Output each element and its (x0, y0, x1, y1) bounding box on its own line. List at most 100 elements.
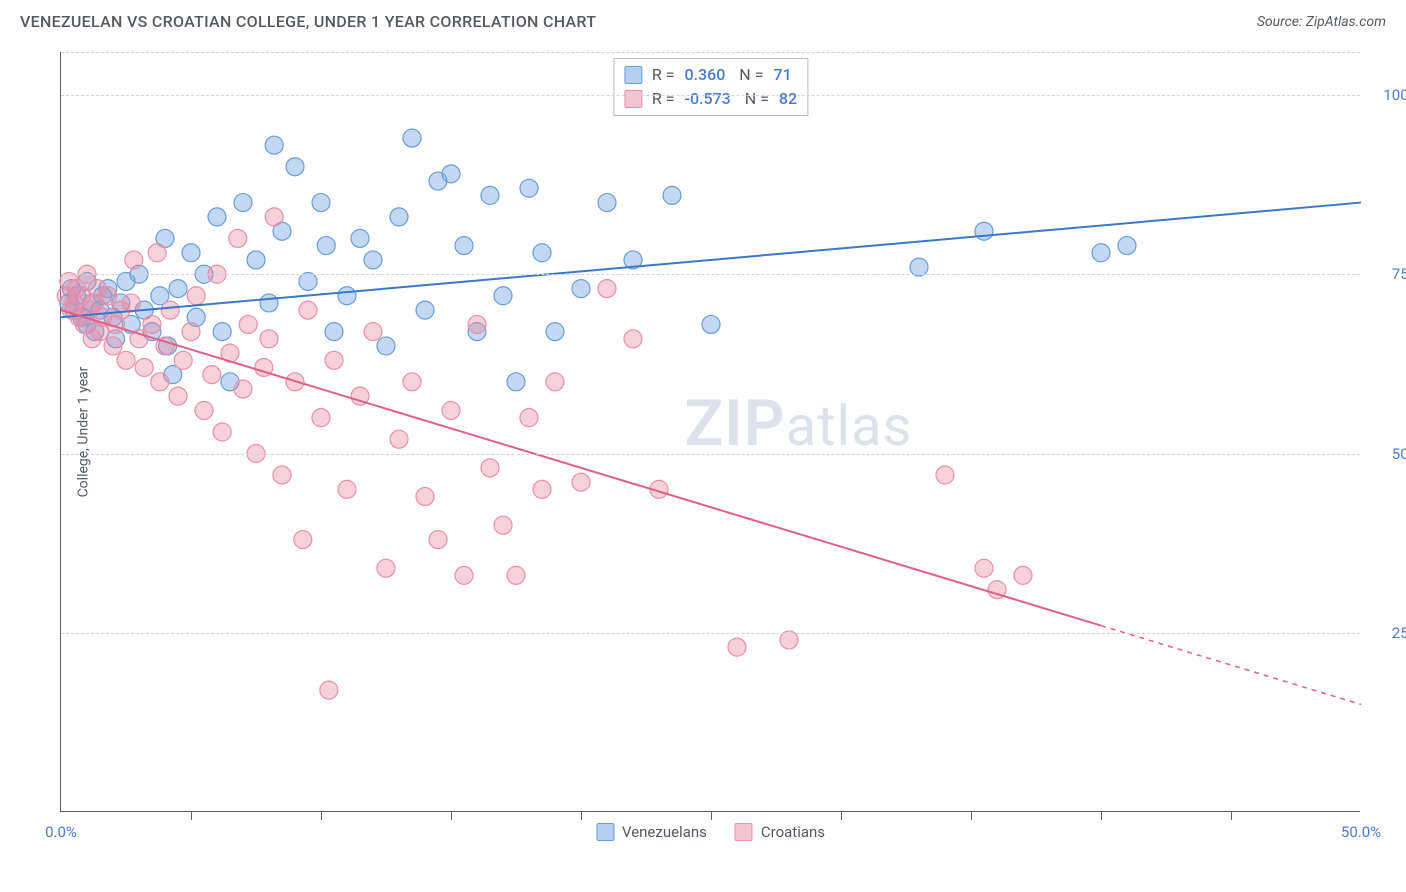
scatter-point (104, 337, 122, 355)
scatter-point (221, 344, 239, 362)
gridline (61, 454, 1360, 455)
scatter-point (99, 280, 117, 298)
x-tick (1231, 811, 1232, 820)
scatter-point (572, 280, 590, 298)
ven-swatch-icon (624, 66, 642, 84)
scatter-point (122, 294, 140, 312)
scatter-point (572, 473, 590, 491)
scatter-point (403, 373, 421, 391)
scatter-point (975, 222, 993, 240)
watermark: ZIPatlas (685, 386, 913, 461)
scatter-point (325, 351, 343, 369)
y-axis-label: College, Under 1 year (75, 367, 91, 498)
scatter-point (468, 315, 486, 333)
scatter-point (161, 301, 179, 319)
scatter-point (83, 330, 101, 348)
scatter-point (273, 466, 291, 484)
scatter-point (73, 287, 91, 305)
ven-r-value: 0.360 (685, 63, 726, 87)
legend-ven-label: Venezuelans (622, 823, 707, 841)
scatter-point (1014, 566, 1032, 584)
scatter-point (229, 229, 247, 247)
trend-line-dashed (1101, 626, 1361, 705)
scatter-point (62, 301, 80, 319)
scatter-point (1118, 237, 1136, 255)
scatter-point (94, 287, 112, 305)
source-label: Source: ZipAtlas.com (1257, 14, 1386, 30)
ven-swatch-icon (596, 823, 614, 841)
scatter-point (416, 301, 434, 319)
scatter-point (702, 315, 720, 333)
scatter-point (187, 287, 205, 305)
scatter-point (70, 308, 88, 326)
x-tick (711, 811, 712, 820)
scatter-point (164, 366, 182, 384)
scatter-point (159, 337, 177, 355)
scatter-point (507, 373, 525, 391)
scatter-point (88, 280, 106, 298)
scatter-point (125, 251, 143, 269)
scatter-point (73, 308, 91, 326)
scatter-point (598, 280, 616, 298)
scatter-point (1092, 244, 1110, 262)
scatter-point (91, 301, 109, 319)
scatter-point (507, 566, 525, 584)
scatter-point (60, 294, 78, 312)
scatter-point (624, 330, 642, 348)
scatter-point (62, 280, 80, 298)
scatter-point (520, 409, 538, 427)
cro-n-value: 82 (779, 87, 797, 111)
legend-cro-label: Croatians (761, 823, 825, 841)
plot-area: R = 0.360 N = 71 R = -0.573 N = 82 ZIPat… (60, 52, 1360, 812)
scatter-point (455, 237, 473, 255)
scatter-point (317, 237, 335, 255)
scatter-point (390, 430, 408, 448)
scatter-point (429, 172, 447, 190)
y-tick-label: 50.0% (1392, 445, 1406, 463)
scatter-point (403, 129, 421, 147)
gridline (61, 633, 1360, 634)
scatter-point (247, 251, 265, 269)
scatter-point (99, 287, 117, 305)
stat-label-n: N = (741, 87, 769, 111)
x-tick (1101, 811, 1102, 820)
x-tick (321, 811, 322, 820)
scatter-point (130, 330, 148, 348)
scatter-point (481, 459, 499, 477)
scatter-point (286, 373, 304, 391)
scatter-point (988, 581, 1006, 599)
x-tick (581, 811, 582, 820)
scatter-point (169, 387, 187, 405)
scatter-point (81, 301, 99, 319)
x-tick (191, 811, 192, 820)
scatter-point (294, 531, 312, 549)
scatter-point (442, 165, 460, 183)
scatter-point (174, 351, 192, 369)
gridline (61, 52, 1360, 53)
scatter-point (481, 186, 499, 204)
cro-swatch-icon (735, 823, 753, 841)
scatter-point (494, 287, 512, 305)
x-tick (971, 811, 972, 820)
scatter-point (338, 480, 356, 498)
scatter-point (390, 208, 408, 226)
chart-title: VENEZUELAN VS CROATIAN COLLEGE, UNDER 1 … (20, 12, 596, 31)
stats-legend: R = 0.360 N = 71 R = -0.573 N = 82 (613, 58, 808, 116)
scatter-point (533, 480, 551, 498)
scatter-point (351, 229, 369, 247)
trend-line (61, 203, 1361, 318)
y-tick-label: 25.0% (1392, 624, 1406, 642)
scatter-point (338, 287, 356, 305)
scatter-point (975, 559, 993, 577)
scatter-point (520, 179, 538, 197)
scatter-point (377, 559, 395, 577)
scatter-point (239, 315, 257, 333)
scatter-point (143, 323, 161, 341)
scatter-point (364, 323, 382, 341)
scatter-point (208, 208, 226, 226)
scatter-point (416, 488, 434, 506)
scatter-point (83, 294, 101, 312)
scatter-svg (61, 52, 1361, 812)
scatter-point (265, 208, 283, 226)
scatter-point (624, 251, 642, 269)
